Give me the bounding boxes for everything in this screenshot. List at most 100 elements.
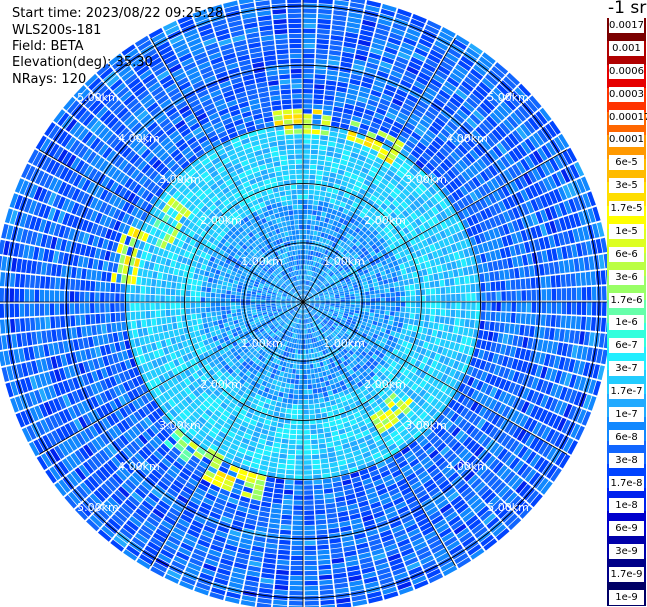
range-gate-cell [336,211,342,217]
range-gate-cell [289,585,303,591]
range-gate-cell [310,429,317,435]
range-gate-cell [506,72,520,86]
range-gate-cell [337,81,348,88]
range-gate-cell [328,60,340,66]
range-gate-cell [311,266,315,271]
range-gate-cell [309,174,316,180]
range-gate-cell [297,354,301,359]
range-gate-cell [452,68,466,80]
range-gate-cell [324,318,329,322]
range-gate-cell [503,380,512,392]
range-gate-cell [385,257,392,264]
range-gate-cell [358,34,373,42]
range-gate-cell [526,290,532,301]
range-gate-cell [408,136,419,145]
range-gate-cell [308,349,312,354]
range-gate-cell [332,476,341,483]
range-gate-cell [456,231,464,241]
range-gate-cell [571,287,577,301]
range-gate-cell [455,241,463,251]
range-gate-cell [384,288,390,293]
range-gate-cell [338,313,343,317]
range-gate-cell [521,431,531,445]
range-gate-cell [316,524,327,530]
range-gate-cell [314,499,325,505]
range-gate-cell [334,96,345,103]
range-gate-cell [473,502,486,514]
range-gate-cell [334,292,339,295]
range-gate-cell [500,101,513,114]
range-gate-cell [432,472,444,482]
range-gate-cell [355,293,360,297]
range-gate-cell [486,95,499,107]
range-gate-cell [525,278,531,289]
range-gate-cell [360,324,366,329]
range-gate-cell [326,245,331,251]
range-gate-cell [321,120,331,126]
range-gate-cell [418,183,427,192]
range-gate-cell [316,246,321,252]
range-gate-cell [310,298,315,300]
range-gate-cell [367,267,374,272]
range-gate-cell [408,336,415,344]
range-gate-cell [417,398,426,407]
range-gate-cell [392,396,401,404]
range-gate-cell [360,302,365,305]
range-gate-cell [292,364,297,369]
range-gate-cell [304,296,308,301]
range-gate-cell [477,485,490,497]
range-gate-cell [361,118,371,126]
range-gate-cell [535,211,544,224]
range-gate-cell [402,75,415,84]
range-gate-cell [304,460,312,465]
range-gate-cell [335,142,345,149]
range-gate-cell [365,360,372,367]
range-gate-cell [524,155,535,169]
range-gate-cell [342,46,356,54]
range-gate-cell [311,139,319,145]
range-gate-cell [365,236,372,243]
range-gate-cell [517,372,525,385]
range-gate-cell [309,281,312,286]
range-gate-cell [331,162,340,169]
range-gate-cell [415,295,421,302]
range-gate-cell [446,294,451,302]
range-gate-cell [310,282,314,287]
range-gate-cell [334,310,339,314]
range-gate-cell [295,344,299,349]
range-gate-cell [333,577,348,584]
range-gate-cell [596,222,605,237]
range-gate-cell [304,565,317,571]
range-gate-cell [448,215,457,225]
range-gate-cell [355,333,362,339]
range-gate-cell [333,261,338,267]
range-gate-cell [305,245,309,250]
range-gate-cell [390,297,396,302]
range-gate-cell [504,345,512,356]
range-gate-cell [419,380,427,388]
range-gate-cell [506,234,514,246]
range-gate-cell [566,147,578,163]
range-gate-cell [591,286,597,301]
range-gate-cell [289,388,294,394]
range-gate-cell [361,207,369,215]
range-gate-cell [465,515,479,527]
range-gate-cell [436,414,446,424]
range-gate-cell [258,417,265,424]
range-gate-cell [316,313,320,317]
range-gate-cell [320,130,329,136]
range-gate-cell [458,418,468,429]
range-gate-cell [588,332,595,347]
range-gate-cell [553,155,564,170]
range-gate-cell [362,281,368,286]
range-gate-cell [331,557,345,564]
range-gate-cell [475,311,481,320]
range-gate-cell [339,201,347,208]
range-gate-cell [305,291,308,296]
range-gate-cell [524,138,536,152]
range-gate-cell [303,33,316,39]
range-gate-cell [446,409,455,420]
range-gate-cell [390,302,396,307]
range-gate-cell [439,162,450,172]
range-gate-cell [317,388,323,393]
